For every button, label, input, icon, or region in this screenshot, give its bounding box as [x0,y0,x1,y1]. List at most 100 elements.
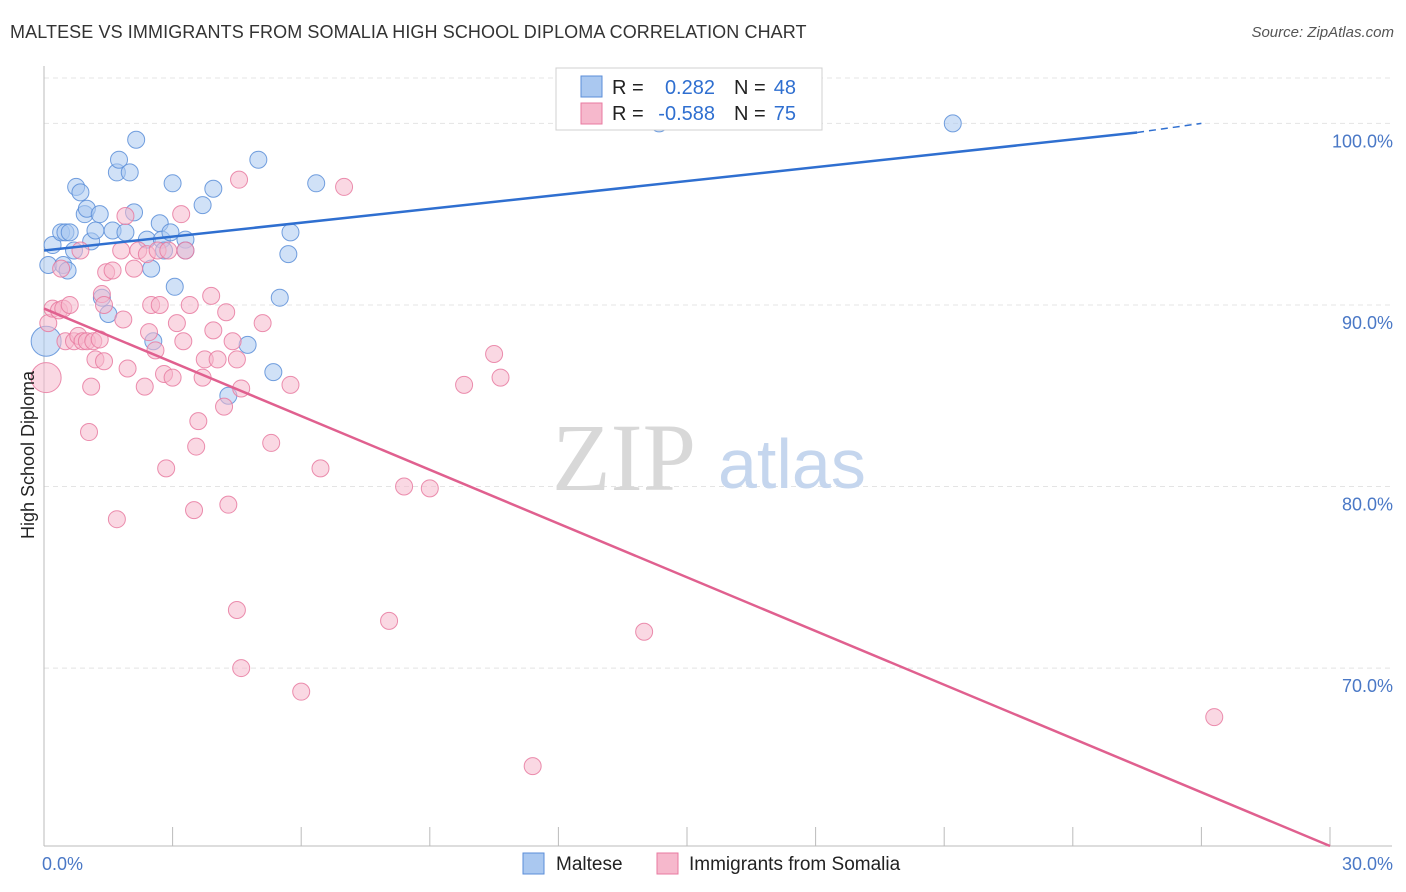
maltese-point [90,205,109,224]
somalia-point [262,433,281,452]
somalia-point [60,295,79,314]
somalia-point [176,241,195,260]
bottom-legend-maltese-label: Maltese [556,854,623,875]
bottom-legend-maltese-swatch [522,852,545,875]
somalia-point [80,423,99,442]
legend-maltese-r-value: 0.282 [665,77,715,99]
somalia-point [292,682,311,701]
legend-somalia-r-value: -0.588 [658,103,715,125]
somalia-point [174,332,193,351]
somalia-point [118,359,137,378]
legend-maltese-n-label: N = [734,77,766,99]
somalia-point [187,437,206,456]
maltese-point [307,174,326,193]
maltese-trend-line [43,131,1138,252]
somalia-point [232,659,251,678]
y-tick-label: 70.0% [1342,676,1393,696]
maltese-point [281,223,300,242]
maltese-point [204,179,223,198]
somalia-point [112,241,131,260]
y-tick-label: 80.0% [1342,495,1393,515]
chart-title: MALTESE VS IMMIGRANTS FROM SOMALIA HIGH … [10,22,807,42]
maltese-trend-extension [1136,122,1202,134]
somalia-point [135,377,154,396]
somalia-point [335,177,354,196]
somalia-point [380,611,399,630]
somalia-point [30,362,62,394]
somalia-point [125,259,144,278]
somalia-point [95,352,114,371]
legend-maltese-swatch [580,75,603,98]
somalia-point [217,303,236,322]
somalia-point [114,310,133,329]
y-tick-label: 90.0% [1342,313,1393,333]
maltese-point [279,245,298,264]
x-tick-label: 0.0% [42,854,83,874]
trend-lines [43,122,1331,848]
maltese-point [163,174,182,193]
maltese-point [238,335,257,354]
series-legend: Maltese Immigrants from Somalia [522,852,901,875]
somalia-point [395,477,414,496]
somalia-point [189,412,208,431]
somalia-point [455,375,474,394]
somalia-point [82,377,101,396]
maltese-point [116,223,135,242]
somalia-point [230,170,249,189]
gridlines [44,77,1392,669]
somalia-point [95,295,114,314]
bottom-legend-somalia-label: Immigrants from Somalia [689,854,901,875]
maltese-point [120,163,139,182]
maltese-point [165,277,184,296]
somalia-point [140,323,159,342]
somalia-point [150,295,169,314]
maltese-point [270,288,289,307]
somalia-point [227,350,246,369]
somalia-point [223,332,242,351]
maltese-point [264,363,283,382]
legend-somalia-n-value: 75 [774,103,796,125]
y-axis-title: High School Diploma [18,370,38,539]
somalia-point [1205,708,1224,727]
legend-maltese-n-value: 48 [774,77,796,99]
maltese-point [193,196,212,215]
legend-somalia-n-label: N = [734,103,766,125]
somalia-point [420,479,439,498]
somalia-point [157,459,176,478]
somalia-point [208,350,227,369]
somalia-point [116,206,135,225]
somalia-point [485,344,504,363]
watermark: ZIP atlas [552,404,866,511]
watermark-zip: ZIP [552,404,696,511]
somalia-point [281,375,300,394]
somalia-point [219,495,238,514]
somalia-point [163,368,182,387]
legend-somalia-swatch [580,102,603,125]
watermark-atlas: atlas [718,425,866,503]
maltese-point [71,183,90,202]
somalia-point [172,205,191,224]
somalia-point [107,510,126,529]
somalia-trend-line [43,307,1331,848]
somalia-point [52,259,71,278]
somalia-point [202,286,221,305]
somalia-point [227,600,246,619]
x-tick-label: 30.0% [1342,854,1393,874]
correlation-legend: R = 0.282 N = 48 R = -0.588 N = 75 [555,67,823,131]
source-label: Source: ZipAtlas.com [1251,24,1394,41]
somalia-point [180,295,199,314]
somalia-point [635,622,654,641]
somalia-point [523,757,542,776]
maltese-point [249,150,268,169]
somalia-point [204,321,223,340]
legend-somalia-r-label: R = [612,103,644,125]
tick-labels: 100.0% 90.0% 80.0% 70.0% 0.0% 30.0% [42,131,1393,874]
somalia-point [491,368,510,387]
maltese-point [943,114,962,133]
maltese-point [60,223,79,242]
somalia-point [185,501,204,520]
somalia-point [215,397,234,416]
maltese-point [127,130,146,149]
maltese-point [86,221,105,240]
